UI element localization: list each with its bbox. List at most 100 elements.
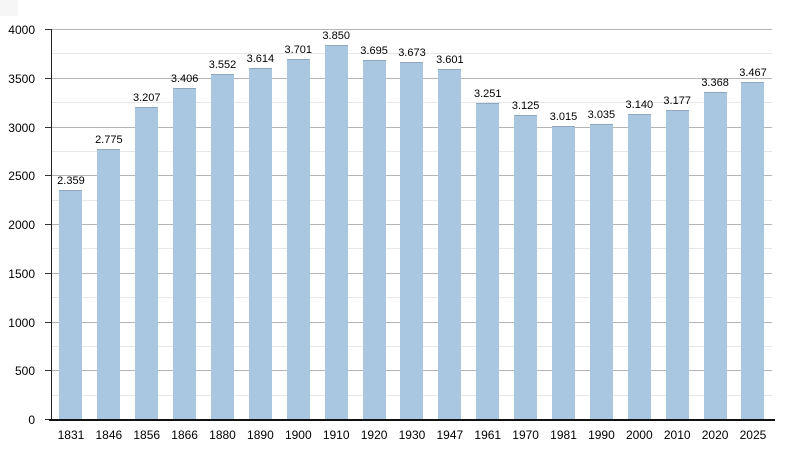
x-tick-label: 1866: [171, 428, 198, 442]
x-tick-label: 1890: [247, 428, 274, 442]
y-tick-label: 0: [28, 413, 35, 427]
x-tick-label: 1990: [588, 428, 615, 442]
y-tick-label: 1000: [8, 315, 35, 330]
x-axis-line: [49, 419, 775, 421]
y-axis-ticks: 0 500 1000 1500 2000 2500 3000 3500 4000: [0, 23, 51, 427]
bar-column-1831: 2.359 1831: [52, 30, 90, 442]
bar-column-1900: 3.701 1900: [279, 30, 317, 442]
x-tick-label: 2010: [663, 428, 691, 442]
bar-value-label: 3.673: [398, 46, 426, 59]
bar-value-label: 3.251: [473, 88, 502, 101]
bar-column-1910: 3.850 1910: [317, 30, 355, 442]
bar-value-label: 3.368: [701, 76, 729, 89]
y-tick-mark: [45, 419, 51, 420]
bar-value-label: 2.775: [95, 134, 123, 147]
bar-1880: [211, 73, 234, 420]
y-tick-label: 2000: [8, 218, 35, 232]
bar-value-label: 3.695: [360, 44, 388, 57]
top-left-smudge: [0, 0, 18, 16]
gridline-minor: [52, 53, 772, 55]
bar-column-2020: 3.368 2020: [696, 30, 734, 442]
y-tick-mark: [45, 175, 51, 177]
bar-value-label: 3.850: [322, 30, 350, 42]
bar-value-label: 3.552: [208, 58, 237, 71]
bar-value-label: 3.467: [739, 66, 767, 79]
bar-value-label: 3.207: [132, 92, 161, 105]
x-tick-label: 1961: [474, 428, 502, 442]
y-tick-label: 3000: [8, 120, 35, 135]
bar-2000: [627, 113, 651, 420]
bar-column-1920: 3.695 1920: [355, 30, 393, 442]
bar-value-label: 3.177: [663, 95, 691, 108]
y-tick-label: 4000: [8, 23, 35, 37]
x-tick-label: 2025: [739, 428, 767, 442]
y-tick-label: 1500: [8, 266, 35, 281]
bar-1961: [476, 103, 500, 420]
bar-column-1970: 3.125 1970: [507, 30, 545, 442]
bar-column-1856: 3.207 1856: [128, 30, 166, 442]
bar-column-1947: 3.601 1947: [431, 30, 469, 442]
bar-1900: [286, 59, 310, 420]
bar-column-1961: 3.251 1961: [469, 30, 507, 442]
x-tick-label: 1970: [512, 428, 539, 442]
bar-column-1866: 3.406 1866: [166, 30, 204, 442]
y-axis-line: [51, 29, 52, 420]
bar-1910: [324, 45, 348, 420]
y-tick-label: 500: [14, 364, 35, 379]
y-tick-mark: [45, 77, 51, 79]
x-tick-label: 1910: [322, 428, 350, 442]
bar-2010: [665, 110, 689, 420]
bar-1970: [514, 115, 538, 420]
bar-column-2025: 3.467 2025: [734, 30, 772, 442]
bar-column-1846: 2.775 1846: [90, 30, 128, 442]
x-tick-label: 1846: [95, 428, 123, 442]
bar-1856: [135, 107, 159, 420]
x-tick-label: 2000: [625, 428, 653, 442]
x-tick-label: 1981: [550, 428, 577, 442]
y-tick-mark: [45, 126, 51, 128]
bar-value-label: 3.035: [587, 109, 616, 122]
bar-1920: [362, 59, 386, 420]
bar-value-label: 3.601: [436, 53, 464, 66]
bar-column-1990: 3.035 1990: [582, 30, 620, 442]
bar-1846: [97, 149, 121, 420]
x-tick-label: 1920: [360, 428, 388, 442]
bar-1890: [248, 67, 272, 420]
bar-column-1981: 3.015 1981: [545, 30, 583, 442]
y-tick-mark: [45, 29, 51, 30]
y-tick-mark: [45, 370, 51, 372]
bar-1981: [552, 126, 576, 420]
bar-1990: [589, 124, 613, 420]
bar-value-label: 3.614: [246, 52, 275, 65]
x-tick-label: 1947: [436, 428, 464, 442]
bar-1947: [438, 68, 462, 420]
bar-value-label: 3.701: [284, 44, 313, 57]
x-tick-label: 1831: [57, 428, 85, 442]
y-tick-label: 2500: [8, 169, 35, 184]
y-tick-mark: [45, 224, 51, 225]
bar-2020: [703, 91, 727, 420]
bar-column-1890: 3.614 1890: [241, 30, 279, 442]
bar-1831: [59, 190, 83, 420]
x-tick-label: 1930: [398, 428, 426, 442]
bar-2025: [741, 81, 765, 420]
bar-column-2010: 3.177 2010: [658, 30, 696, 442]
bars-area: 2.359 1831 2.775 1846 3.207 1856 3.406 1866 3.55…: [52, 30, 772, 442]
bar-column-1930: 3.673 1930: [393, 30, 431, 442]
x-tick-label: 1900: [284, 428, 312, 442]
y-tick-mark: [45, 321, 51, 323]
x-tick-label: 2020: [701, 428, 729, 442]
y-tick-mark: [45, 272, 51, 274]
bar-value-label: 3.406: [170, 72, 199, 85]
bar-value-label: 3.140: [625, 98, 654, 111]
x-tick-label: 1856: [133, 428, 161, 442]
bar-column-2000: 3.140 2000: [620, 30, 658, 442]
gridline-major: [52, 29, 772, 30]
y-tick-label: 3500: [8, 71, 35, 86]
bar-value-label: 3.015: [549, 111, 578, 124]
bar-value-label: 2.359: [57, 175, 85, 187]
bar-value-label: 3.125: [511, 100, 540, 113]
bar-column-1880: 3.552 1880: [204, 30, 242, 442]
bar-1930: [400, 61, 424, 420]
